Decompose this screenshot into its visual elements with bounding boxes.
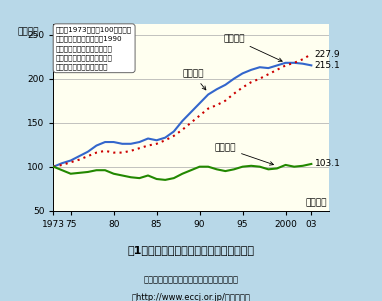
Text: 民生部門: 民生部門 <box>223 34 282 61</box>
Text: （指数）: （指数） <box>18 28 39 37</box>
Text: 227.9: 227.9 <box>315 50 340 59</box>
Text: 指数は1973年度を100とする。
資源エネルギー庁作成。1990
年度以降の数値はそれ以前の
数値とは集計手法が異なるこ
とに留意する必要がある。: 指数は1973年度を100とする。 資源エネルギー庁作成。1990 年度以降の数… <box>56 27 132 70</box>
Text: 産業部門: 産業部門 <box>215 144 274 165</box>
Text: （http://www.eccj.or.jp/）より引用: （http://www.eccj.or.jp/）より引用 <box>131 293 251 301</box>
Text: 215.1: 215.1 <box>315 61 340 70</box>
Text: 運輸部門: 運輸部門 <box>182 70 206 90</box>
Text: 図1　日本の部門別エネルギー消費の推移: 図1 日本の部門別エネルギー消費の推移 <box>128 245 254 255</box>
Text: （財）省エネルギーセンターホームページ: （財）省エネルギーセンターホームページ <box>144 275 238 284</box>
Text: 103.1: 103.1 <box>315 160 341 169</box>
Text: （年度）: （年度） <box>305 198 327 207</box>
